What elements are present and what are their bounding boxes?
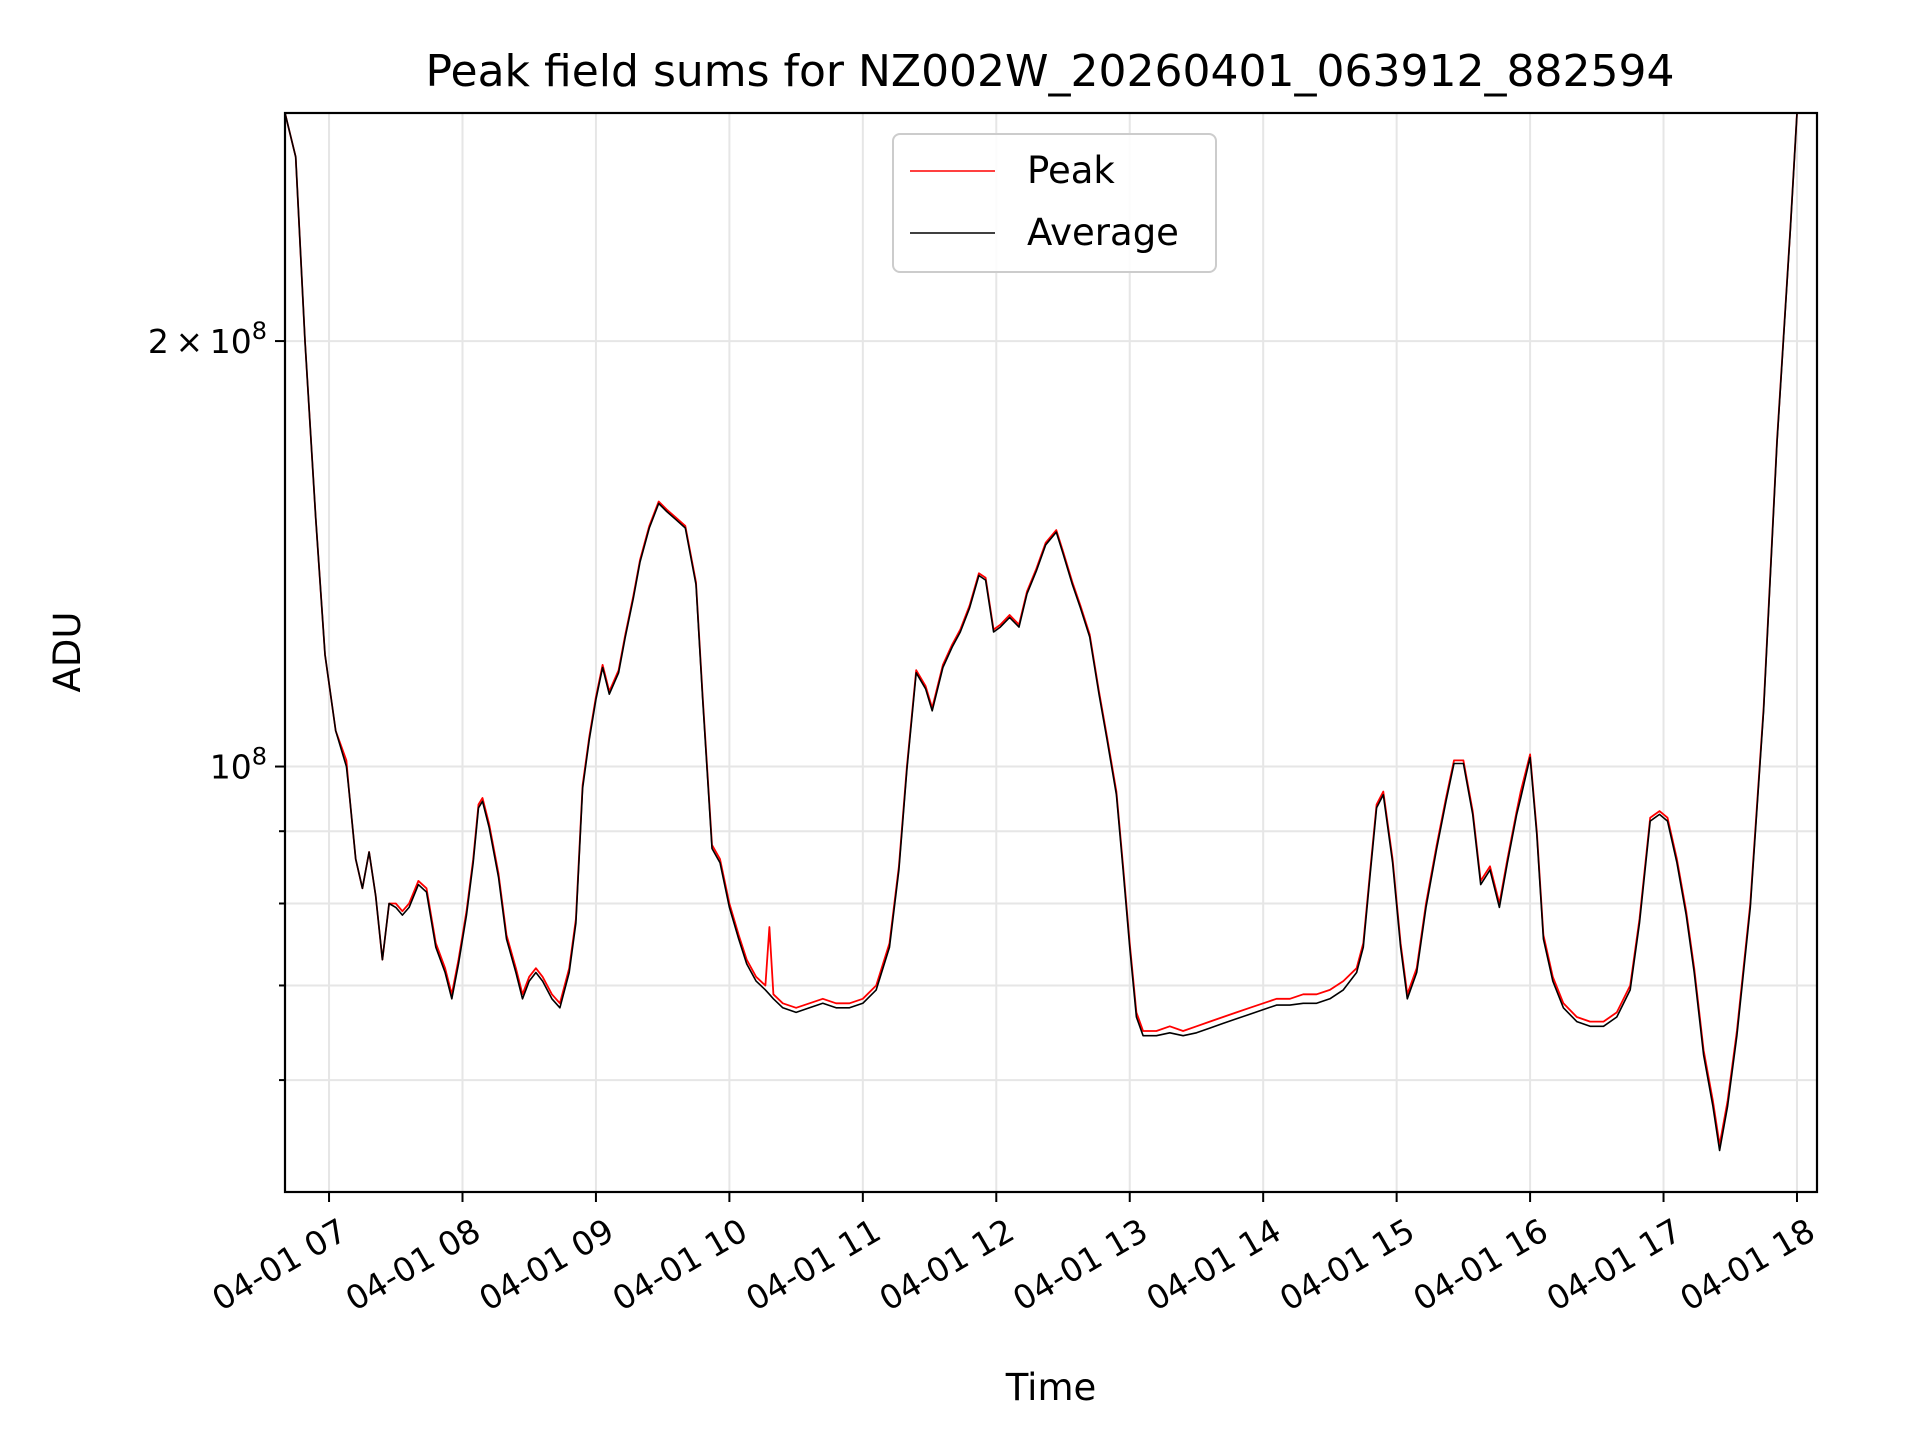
x-tick-label: 04-01 17 <box>1540 1211 1688 1319</box>
x-tick-label: 04-01 14 <box>1140 1211 1288 1319</box>
y-axis: 108 2 × 108 <box>148 317 285 1082</box>
x-axis-label: Time <box>1005 1366 1097 1409</box>
y-tick-label: 108 <box>210 743 267 787</box>
legend-box <box>892 133 1217 273</box>
legend: Peak Average <box>892 133 1217 273</box>
plot-frame <box>283 111 1819 1194</box>
x-tick-label: 04-01 15 <box>1273 1211 1421 1319</box>
x-tick-label: 04-01 09 <box>472 1211 620 1319</box>
series-layer <box>285 113 1798 1152</box>
x-tick-label: 04-01 13 <box>1006 1211 1154 1319</box>
x-tick-label: 04-01 11 <box>739 1211 887 1319</box>
y-axis-label: ADU <box>46 612 89 693</box>
chart-title: Peak field sums for NZ002W_20260401_0639… <box>426 46 1675 97</box>
legend-peak-label: Peak <box>1027 149 1115 192</box>
x-tick-label: 04-01 10 <box>606 1211 754 1319</box>
x-tick-label: 04-01 07 <box>205 1211 353 1319</box>
x-tick-label: 04-01 08 <box>339 1211 487 1319</box>
legend-average-label: Average <box>1027 211 1179 254</box>
y-tick-label: 2 × 108 <box>148 317 267 361</box>
series-line-average <box>285 113 1798 1152</box>
x-tick-label: 04-01 18 <box>1673 1211 1821 1319</box>
grid <box>285 113 1817 1192</box>
x-tick-label: 04-01 12 <box>873 1211 1021 1319</box>
x-tick-label: 04-01 16 <box>1406 1211 1554 1319</box>
